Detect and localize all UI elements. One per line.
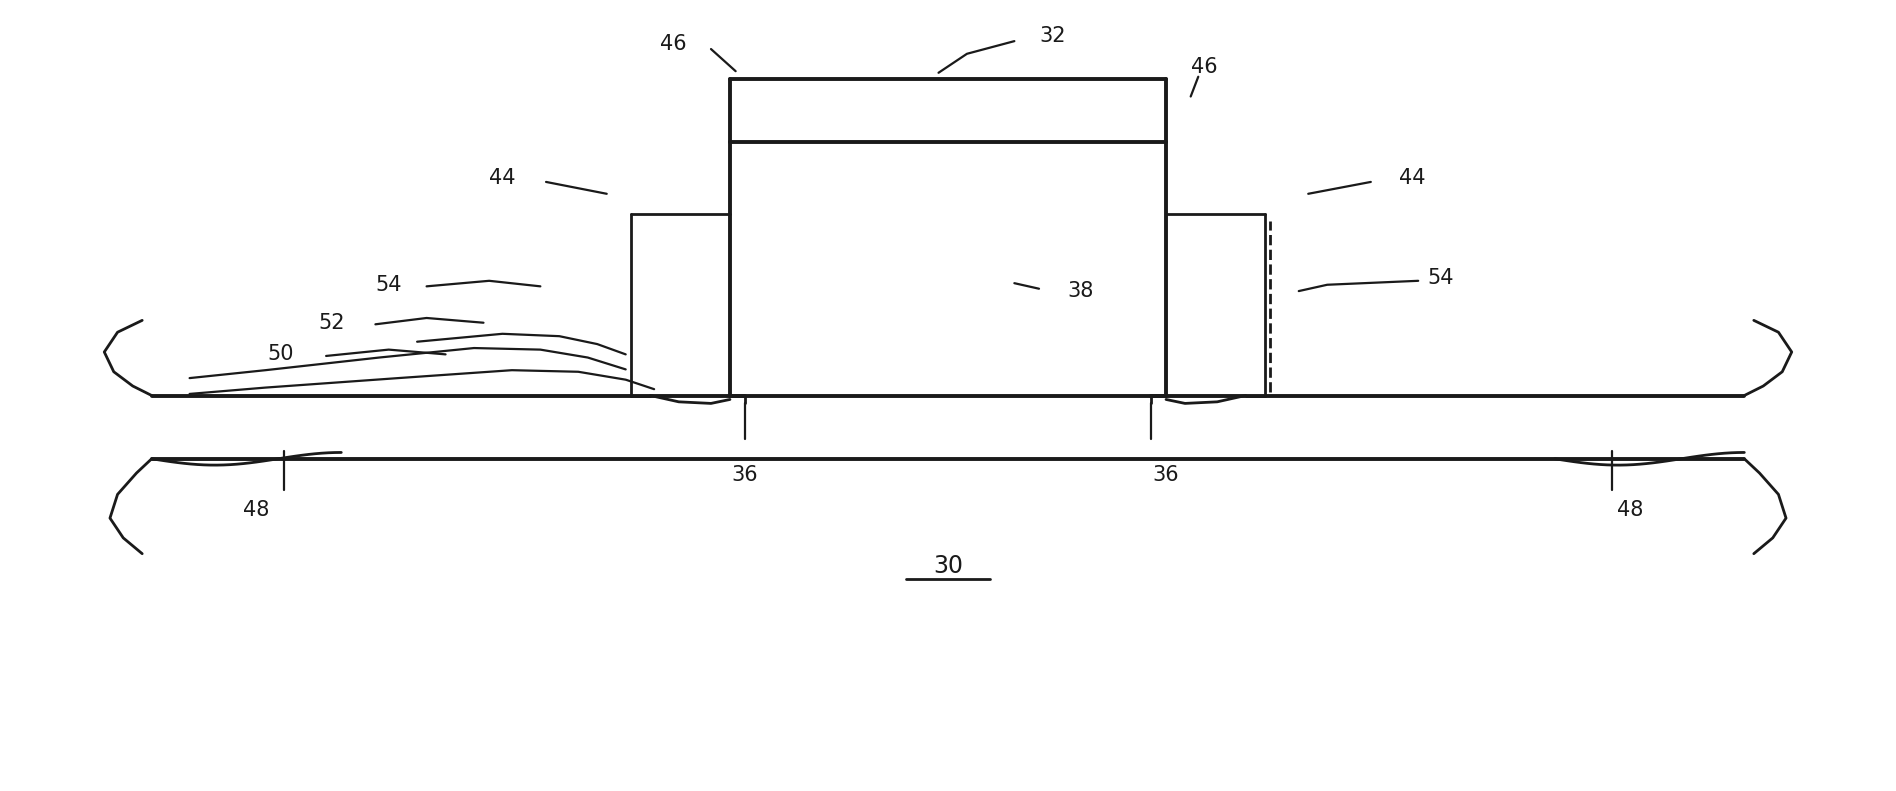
Text: 44: 44 [1399,168,1426,188]
Text: 38: 38 [1067,281,1094,301]
Text: 54: 54 [1428,268,1454,289]
Text: 30: 30 [933,554,963,577]
Text: 36: 36 [732,464,758,485]
Text: 52: 52 [319,312,345,333]
Text: 54: 54 [375,274,402,295]
Text: 48: 48 [243,500,269,520]
Text: 46: 46 [660,33,686,54]
Text: 48: 48 [1617,500,1644,520]
Text: 36: 36 [1153,464,1179,485]
Text: 32: 32 [1039,25,1066,46]
Text: 46: 46 [1191,57,1217,78]
Text: 44: 44 [489,168,516,188]
Text: 50: 50 [267,344,294,365]
